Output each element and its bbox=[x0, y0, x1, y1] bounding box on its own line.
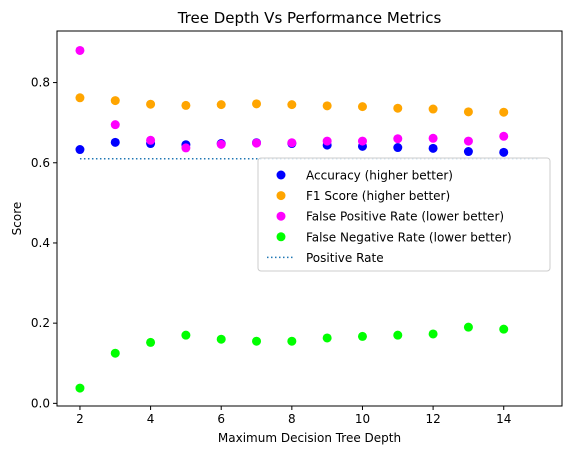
data-point-s3-8 bbox=[357, 331, 367, 341]
data-point-s0-0 bbox=[75, 145, 85, 155]
data-point-s1-12 bbox=[499, 107, 509, 117]
chart-title: Tree Depth Vs Performance Metrics bbox=[177, 9, 442, 27]
data-point-s3-6 bbox=[287, 336, 297, 346]
y-tick-label: 0.6 bbox=[31, 156, 50, 170]
data-point-s1-9 bbox=[393, 103, 403, 113]
legend-label-4: Positive Rate bbox=[306, 251, 384, 265]
y-tick-label: 0.0 bbox=[31, 396, 50, 410]
data-point-s1-3 bbox=[181, 100, 191, 110]
legend-marker-2 bbox=[276, 211, 286, 221]
data-point-s3-2 bbox=[146, 337, 156, 347]
data-point-s2-12 bbox=[499, 131, 509, 141]
plot-frame bbox=[56, 30, 563, 407]
legend: Accuracy (higher better) F1 Score (higher… bbox=[257, 157, 551, 272]
data-point-s3-4 bbox=[216, 334, 226, 344]
data-point-s3-12 bbox=[499, 324, 509, 334]
data-point-s2-6 bbox=[287, 138, 297, 148]
data-point-s1-4 bbox=[216, 100, 226, 110]
data-point-s2-10 bbox=[428, 133, 438, 143]
data-point-s1-2 bbox=[146, 99, 156, 109]
legend-marker-3 bbox=[276, 232, 286, 242]
data-point-s2-5 bbox=[252, 138, 262, 148]
data-point-s2-9 bbox=[393, 134, 403, 144]
data-point-s1-1 bbox=[110, 96, 120, 106]
data-point-s1-10 bbox=[428, 104, 438, 114]
legend-label-3: False Negative Rate (lower better) bbox=[306, 230, 512, 244]
x-axis-label: Maximum Decision Tree Depth bbox=[218, 431, 401, 445]
data-point-s2-8 bbox=[357, 136, 367, 146]
x-tick-label: 12 bbox=[425, 412, 440, 426]
data-point-s2-1 bbox=[110, 120, 120, 130]
legend-box bbox=[257, 157, 551, 272]
data-point-s1-8 bbox=[357, 102, 367, 112]
x-tick-label: 4 bbox=[147, 412, 155, 426]
x-tick-label: 8 bbox=[288, 412, 296, 426]
data-marks bbox=[75, 45, 540, 393]
data-point-s2-4 bbox=[216, 139, 226, 149]
data-point-s0-12 bbox=[499, 147, 509, 157]
data-point-s3-10 bbox=[428, 329, 438, 339]
x-tick-label: 14 bbox=[496, 412, 511, 426]
data-point-s2-2 bbox=[146, 135, 156, 145]
y-tick-label: 0.2 bbox=[31, 316, 50, 330]
legend-label-2: False Positive Rate (lower better) bbox=[306, 210, 504, 224]
data-point-s0-10 bbox=[428, 143, 438, 153]
data-point-s3-7 bbox=[322, 333, 332, 343]
data-point-s3-3 bbox=[181, 330, 191, 340]
data-point-s2-7 bbox=[322, 136, 332, 146]
y-axis-label: Score bbox=[10, 202, 24, 236]
x-tick-label: 6 bbox=[217, 412, 225, 426]
data-point-s1-6 bbox=[287, 100, 297, 110]
y-axis-ticks: 0.0 0.2 0.4 0.6 0.8 bbox=[31, 76, 57, 410]
legend-marker-1 bbox=[276, 191, 286, 201]
data-point-s3-9 bbox=[393, 330, 403, 340]
data-point-s1-7 bbox=[322, 101, 332, 111]
data-point-s0-11 bbox=[463, 147, 473, 157]
data-point-s3-1 bbox=[110, 348, 120, 358]
data-point-s1-11 bbox=[463, 107, 473, 117]
legend-label-0: Accuracy (higher better) bbox=[306, 169, 453, 183]
data-point-s0-1 bbox=[110, 137, 120, 147]
data-point-s1-0 bbox=[75, 93, 85, 103]
y-tick-label: 0.4 bbox=[31, 236, 50, 250]
y-tick-label: 0.8 bbox=[31, 76, 50, 90]
legend-label-1: F1 Score (higher better) bbox=[306, 189, 450, 203]
x-tick-label: 2 bbox=[76, 412, 84, 426]
data-point-s2-11 bbox=[463, 136, 473, 146]
data-point-s2-3 bbox=[181, 143, 191, 153]
x-tick-label: 10 bbox=[355, 412, 370, 426]
data-point-s0-9 bbox=[393, 143, 403, 153]
data-point-s1-5 bbox=[252, 99, 262, 109]
data-point-s3-5 bbox=[252, 336, 262, 346]
data-point-s3-11 bbox=[463, 322, 473, 332]
data-point-s3-0 bbox=[75, 383, 85, 393]
data-point-s2-0 bbox=[75, 45, 85, 55]
x-axis-ticks: 2 4 6 8 10 12 14 bbox=[76, 406, 511, 426]
legend-marker-0 bbox=[276, 170, 286, 180]
